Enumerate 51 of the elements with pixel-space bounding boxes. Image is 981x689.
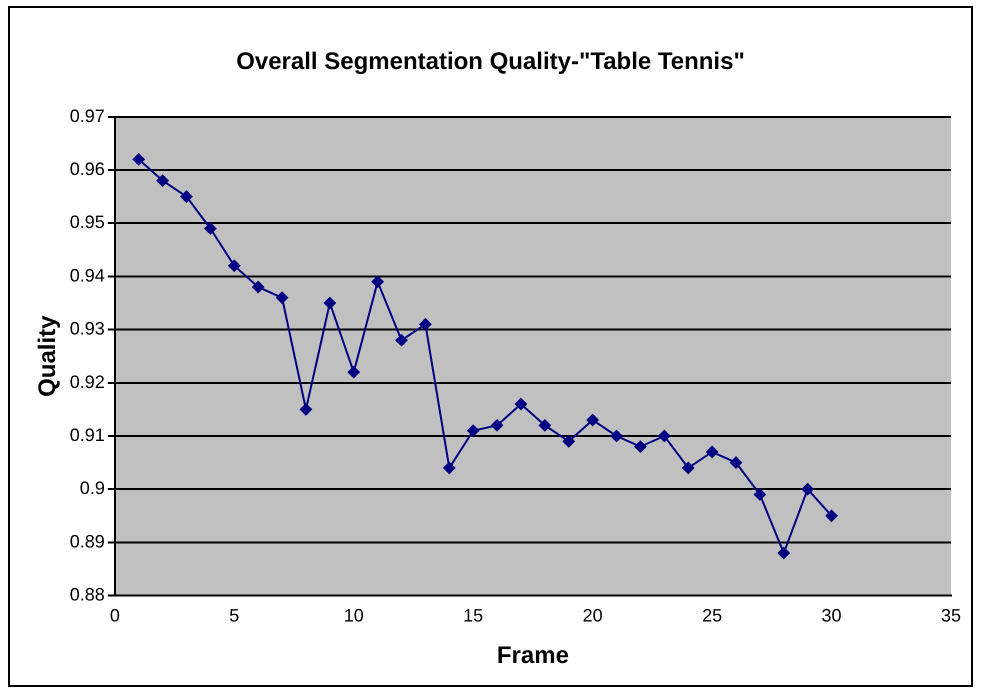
y-tick-label: 0.94	[70, 265, 105, 286]
point	[514, 398, 527, 410]
point	[682, 462, 694, 474]
x-tick-label: 15	[463, 605, 484, 626]
y-tick-label: 0.97	[70, 106, 105, 126]
point	[730, 456, 742, 469]
point	[348, 366, 360, 378]
x-tick-label: 25	[702, 605, 722, 626]
point	[419, 318, 432, 330]
x-axis-title: Frame	[496, 642, 569, 670]
y-tick-label: 0.93	[70, 318, 105, 339]
point	[276, 292, 288, 304]
y-tick-label: 0.89	[70, 531, 105, 552]
y-tick-label: 0.91	[70, 424, 105, 445]
y-tick-label: 0.95	[70, 212, 105, 232]
point	[443, 462, 456, 474]
y-tick-label: 0.92	[70, 372, 105, 392]
y-tick-label: 0.96	[70, 158, 105, 179]
point	[396, 334, 408, 346]
point	[180, 190, 193, 203]
point	[300, 403, 312, 416]
y-tick-label: 0.88	[70, 584, 105, 605]
point	[778, 547, 790, 560]
point	[586, 414, 599, 426]
point	[538, 419, 551, 432]
x-tick-label: 35	[940, 605, 962, 626]
point	[634, 440, 646, 453]
point	[132, 153, 145, 166]
point	[826, 510, 838, 522]
point	[324, 297, 336, 309]
chart-title: Overall Segmentation Quality-"Table Tennis"	[236, 48, 745, 76]
point	[802, 483, 814, 496]
point	[658, 430, 670, 442]
x-tick-label: 5	[229, 605, 240, 626]
point	[467, 424, 480, 437]
x-tick-label: 30	[822, 605, 842, 626]
x-tick-label: 0	[110, 605, 120, 626]
point	[610, 430, 623, 442]
point	[491, 419, 504, 432]
point	[372, 276, 384, 288]
point	[252, 281, 264, 294]
point	[156, 174, 169, 187]
x-tick-label: 10	[344, 605, 364, 626]
y-tick-label: 0.9	[80, 478, 105, 498]
x-tick-label: 20	[582, 605, 603, 626]
point	[562, 435, 575, 448]
point	[204, 222, 216, 235]
point	[706, 446, 718, 458]
point	[754, 488, 766, 501]
point	[228, 260, 240, 272]
y-axis-title: Quality	[34, 314, 62, 397]
